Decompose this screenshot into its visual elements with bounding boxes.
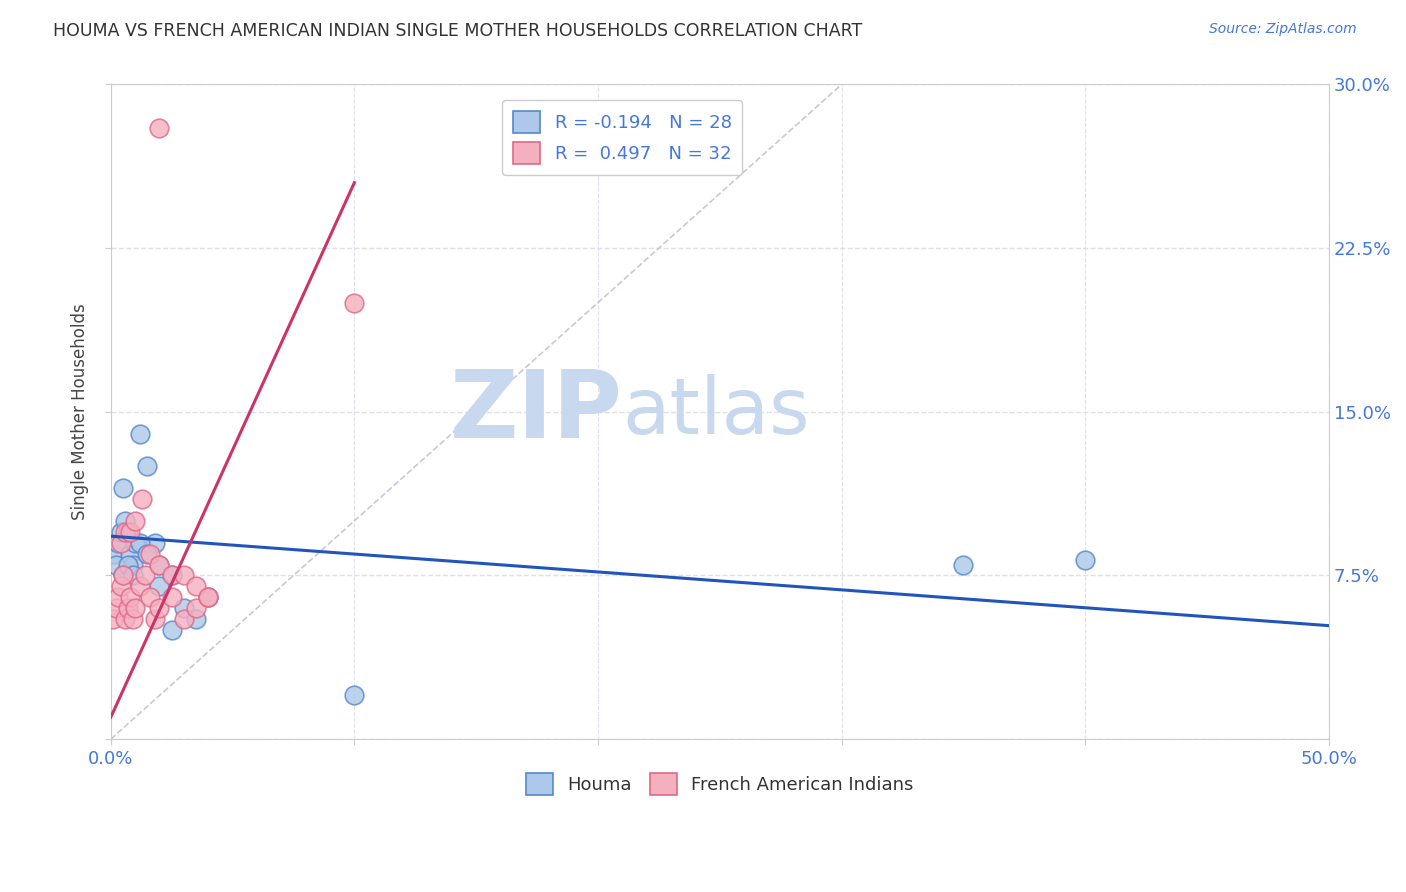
Text: Source: ZipAtlas.com: Source: ZipAtlas.com bbox=[1209, 22, 1357, 37]
Point bbox=[136, 547, 159, 561]
Point bbox=[124, 535, 146, 549]
Point bbox=[148, 121, 170, 136]
Point bbox=[197, 591, 219, 605]
Point bbox=[148, 558, 170, 572]
Point bbox=[104, 558, 127, 572]
Point bbox=[121, 568, 143, 582]
Point bbox=[160, 568, 183, 582]
Point bbox=[1074, 553, 1097, 567]
Point bbox=[104, 601, 127, 615]
Text: HOUMA VS FRENCH AMERICAN INDIAN SINGLE MOTHER HOUSEHOLDS CORRELATION CHART: HOUMA VS FRENCH AMERICAN INDIAN SINGLE M… bbox=[53, 22, 863, 40]
Point bbox=[110, 579, 132, 593]
Point bbox=[111, 568, 134, 582]
Point bbox=[120, 524, 142, 539]
Point bbox=[121, 612, 143, 626]
Point bbox=[197, 591, 219, 605]
Point bbox=[124, 601, 146, 615]
Point bbox=[103, 547, 125, 561]
Point bbox=[117, 558, 139, 572]
Point bbox=[148, 558, 170, 572]
Point bbox=[121, 558, 143, 572]
Point bbox=[114, 514, 136, 528]
Point bbox=[160, 623, 183, 637]
Point bbox=[952, 558, 974, 572]
Point bbox=[173, 601, 195, 615]
Point bbox=[134, 568, 156, 582]
Point bbox=[136, 459, 159, 474]
Point bbox=[184, 612, 207, 626]
Point bbox=[111, 481, 134, 495]
Point bbox=[103, 612, 125, 626]
Point bbox=[343, 689, 366, 703]
Point bbox=[143, 612, 166, 626]
Point bbox=[120, 547, 142, 561]
Point bbox=[110, 535, 132, 549]
Point bbox=[343, 295, 366, 310]
Point bbox=[160, 568, 183, 582]
Legend: Houma, French American Indians: Houma, French American Indians bbox=[519, 765, 921, 802]
Y-axis label: Single Mother Households: Single Mother Households bbox=[72, 303, 89, 520]
Point bbox=[117, 601, 139, 615]
Point bbox=[111, 568, 134, 582]
Point bbox=[148, 579, 170, 593]
Point bbox=[114, 612, 136, 626]
Point bbox=[107, 591, 129, 605]
Text: ZIP: ZIP bbox=[450, 366, 623, 458]
Point bbox=[173, 568, 195, 582]
Point bbox=[107, 535, 129, 549]
Point bbox=[173, 612, 195, 626]
Point bbox=[129, 535, 152, 549]
Point bbox=[184, 579, 207, 593]
Point bbox=[124, 514, 146, 528]
Point bbox=[129, 579, 152, 593]
Point bbox=[129, 426, 152, 441]
Point bbox=[110, 524, 132, 539]
Point bbox=[197, 591, 219, 605]
Point bbox=[184, 601, 207, 615]
Point bbox=[160, 591, 183, 605]
Point bbox=[120, 591, 142, 605]
Point bbox=[114, 524, 136, 539]
Point bbox=[139, 547, 162, 561]
Text: atlas: atlas bbox=[623, 374, 810, 450]
Point bbox=[143, 535, 166, 549]
Point bbox=[139, 591, 162, 605]
Point bbox=[117, 524, 139, 539]
Point bbox=[148, 601, 170, 615]
Point bbox=[131, 491, 153, 506]
